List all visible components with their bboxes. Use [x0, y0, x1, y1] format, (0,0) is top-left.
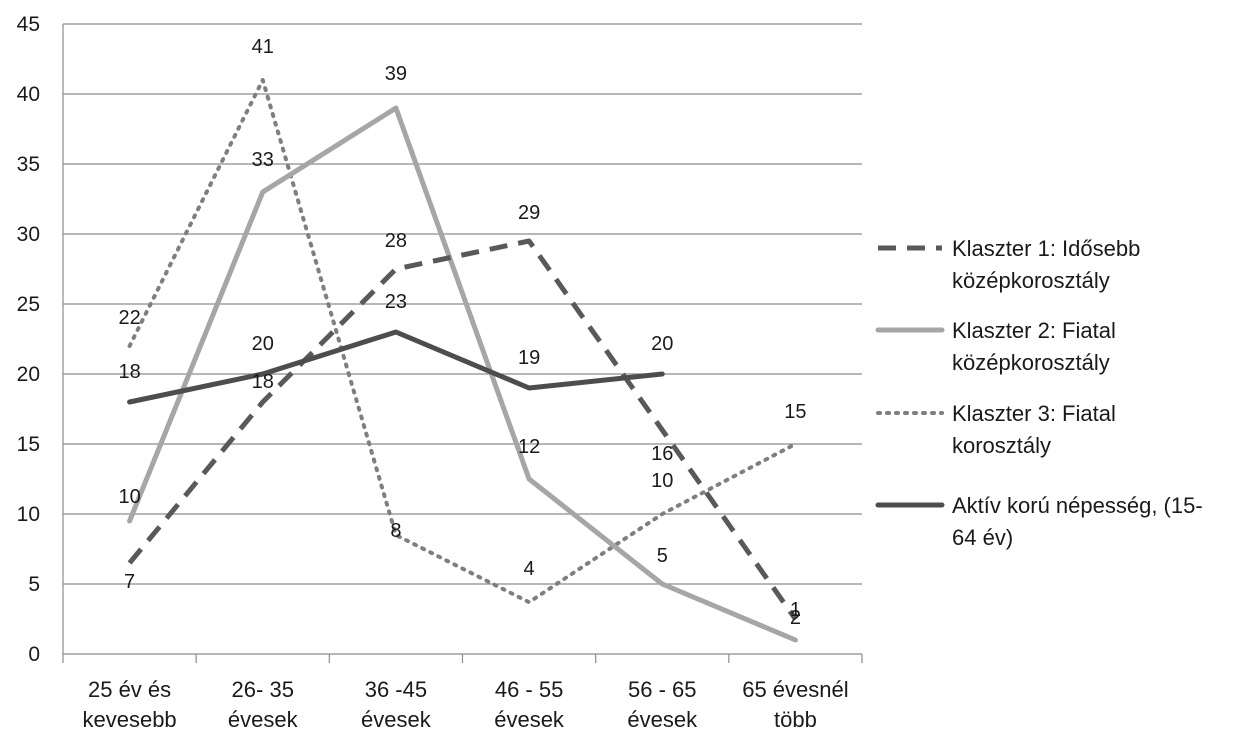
- legend-label-1: Klaszter 1: Idősebb középkorosztály: [952, 236, 1140, 293]
- gridlines: [63, 23, 862, 655]
- series-line-4: [127, 329, 665, 405]
- data-label: 15: [784, 401, 806, 423]
- data-label: 20: [651, 333, 673, 355]
- data-label: 18: [252, 371, 274, 393]
- y-tick-label: 15: [17, 433, 40, 456]
- series-line-3: [127, 78, 798, 605]
- data-label: 5: [657, 545, 668, 567]
- x-tick-label: 56 - 65 évesek: [627, 677, 698, 732]
- series-line-1: [127, 238, 798, 621]
- data-label: 18: [118, 361, 140, 383]
- data-label: 20: [252, 333, 274, 355]
- y-axis: 0 5 10 15 20 25 30 35 40 45: [17, 13, 64, 666]
- data-label: 1: [790, 599, 801, 621]
- series-lines: [127, 78, 798, 643]
- data-label: 41: [252, 36, 274, 58]
- y-tick-label: 35: [17, 153, 40, 176]
- y-tick-label: 5: [28, 573, 40, 596]
- data-label: 23: [385, 291, 407, 313]
- x-tick-label: 46 - 55 évesek: [494, 677, 565, 732]
- y-tick-label: 30: [17, 223, 40, 246]
- y-tick-label: 45: [17, 13, 40, 36]
- y-tick-label: 20: [17, 363, 40, 386]
- x-tick-label: 25 év és kevesebb: [82, 677, 176, 732]
- data-label: 39: [385, 63, 407, 85]
- data-label: 22: [118, 307, 140, 329]
- x-tick-label: 65 évesnél több: [742, 677, 848, 732]
- series-line-2: [127, 105, 798, 643]
- data-label: 12: [518, 436, 540, 458]
- data-label: 33: [252, 149, 274, 171]
- data-label: 7: [124, 571, 135, 593]
- data-label: 2: [790, 607, 801, 629]
- data-label: 10: [118, 486, 140, 508]
- y-tick-label: 40: [17, 83, 40, 106]
- data-labels: 7 18 28 29 16 2 10 33 39 12 5 1 22 41 8 4 10 15 18 20 23 19 20: [118, 36, 806, 629]
- data-label: 28: [385, 230, 407, 252]
- x-tick-label: 26- 35 évesek: [228, 677, 299, 732]
- y-tick-label: 25: [17, 293, 40, 316]
- data-label: 4: [524, 558, 535, 580]
- data-label: 8: [390, 520, 401, 542]
- y-tick-label: 0: [28, 643, 40, 666]
- x-tick-label: 36 -45 évesek: [361, 677, 432, 732]
- data-label: 16: [651, 443, 673, 465]
- legend-label-2: Klaszter 2: Fiatal középkorosztály: [952, 318, 1116, 375]
- data-label: 10: [651, 470, 673, 492]
- x-axis: 25 év és kevesebb 26- 35 évesek 36 -45 évesek…: [62, 654, 863, 732]
- legend: Klaszter 1: Idősebb középkorosztály Klaszt…: [875, 236, 1203, 550]
- legend-label-4: Aktív korú népesség, (15-64 év): [952, 493, 1203, 550]
- data-label: 29: [518, 202, 540, 224]
- data-label: 19: [518, 347, 540, 369]
- y-tick-label: 10: [17, 503, 40, 526]
- legend-label-3: Klaszter 3: Fiatal korosztály: [952, 401, 1116, 458]
